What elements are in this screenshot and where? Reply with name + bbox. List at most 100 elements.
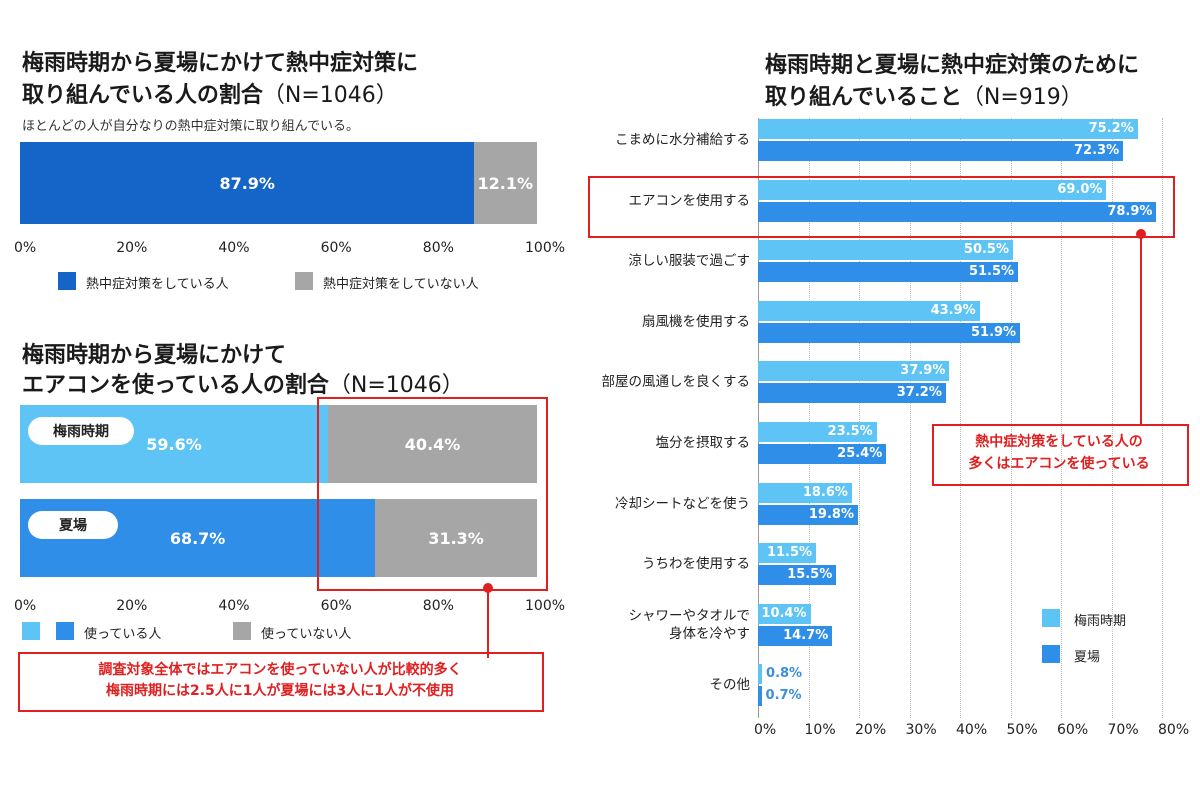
- chart3-legend-label-1: 夏場: [1074, 650, 1101, 665]
- chart3-gridline-4: [960, 118, 961, 718]
- chart3-tick-6: 60%: [1057, 722, 1089, 738]
- chart3-bar-8-rainy: [758, 603, 811, 624]
- chart3-bar-label-2-1: 51.5%: [968, 264, 1015, 280]
- chart3-zero-axis: [758, 118, 759, 718]
- chart2-row-label-0: 梅雨時期: [28, 417, 134, 445]
- chart3-bar-label-5-1: 25.4%: [837, 446, 883, 461]
- chart2-n-label: （N=1046）: [328, 373, 464, 398]
- chart3-bar-3-summer: [758, 322, 1021, 343]
- chart1-plot: 87.9% 12.1%: [20, 142, 537, 224]
- chart2-plot: 59.6% 40.4% 梅雨時期 68.7% 31.3% 夏場: [20, 405, 537, 581]
- chart3-category-5: 塩分を摂取する: [560, 434, 751, 452]
- chart1-title-line1: 梅雨時期から夏場にかけて熱中症対策に: [22, 51, 419, 76]
- chart1-tick-0: 0%: [14, 240, 37, 256]
- chart2-callout-line1: 調査対象全体ではエアコンを使っていない人が比較的多く: [98, 662, 462, 678]
- chart2-legend-swatch-dark: [56, 622, 74, 640]
- chart1-tick-4: 80%: [422, 240, 454, 256]
- chart3-bar-label-8-1: 14.7%: [783, 627, 829, 643]
- chart3-bar-label-3-1: 51.9%: [970, 324, 1017, 340]
- chart3-bar-5-rainy: [758, 422, 877, 442]
- chart3-category-1: エアコンを使用する: [560, 192, 751, 210]
- chart3-category-2: 涼しい服装で過ごす: [560, 252, 750, 270]
- chart3-bar-0-summer: [758, 141, 1124, 161]
- chart3-bar-4-summer: [758, 383, 946, 404]
- chart1-legend-swatch-0: [58, 272, 76, 290]
- chart3-category-3: 扇風機を使用する: [560, 313, 750, 331]
- chart3-tick-3: 30%: [905, 722, 937, 738]
- chart3-gridline-5: [1010, 118, 1012, 718]
- chart3-n-label: （N=919）: [961, 85, 1083, 110]
- chart3-bar-3-rainy: [758, 300, 980, 321]
- chart3-tick-1: 10%: [804, 722, 836, 738]
- chart2-title-line2-wrap: エアコンを使っている人の割合（N=1046）: [22, 372, 464, 400]
- chart3-bar-label-6-1: 19.8%: [808, 506, 854, 522]
- chart3-bar-9-rainy: [758, 664, 763, 685]
- chart3-category-0: こまめに水分補給する: [560, 131, 750, 149]
- chart3-category-9: その他: [560, 676, 751, 694]
- chart2-tick-4: 80%: [422, 598, 454, 614]
- chart3-bar-label-9-0: 0.8%: [766, 666, 803, 682]
- chart2-bar-1-seg-1: 31.3%: [375, 499, 537, 577]
- chart1-legend-swatch-1: [295, 272, 313, 290]
- chart1-tick-2: 40%: [218, 240, 250, 256]
- chart3-tick-5: 50%: [1006, 722, 1038, 738]
- chart3-bar-label-1-0: 69.0%: [1057, 181, 1103, 197]
- chart1-tick-1: 20%: [116, 240, 148, 256]
- chart3-bar-7-rainy: [758, 543, 817, 564]
- chart3-category-6: 冷却シートなどを使う: [560, 495, 750, 513]
- chart2-legend-swatch-gray: [233, 622, 251, 640]
- chart3-callout-line2: 多くはエアコンを使っている: [968, 456, 1150, 472]
- chart3-bar-1-summer: [758, 201, 1157, 222]
- chart3-category-3-line-0: 扇風機を使用する: [642, 313, 750, 330]
- chart3-bar-label-4-0: 37.9%: [900, 363, 946, 379]
- chart3-legend-swatch-0: [1042, 609, 1060, 627]
- chart3-callout-note-box: [932, 424, 1189, 486]
- chart3-bar-6-rainy: [758, 482, 852, 503]
- chart3-legend-swatch-1: [1042, 645, 1060, 663]
- chart3-legend-label-0: 梅雨時期: [1074, 614, 1127, 629]
- chart3-title-line2-wrap: 取り組んでいること（N=919）: [765, 84, 1083, 112]
- chart3-category-0-line-0: こまめに水分補給する: [615, 132, 750, 148]
- chart3-category-4-line-0: 部屋の風通しを良くする: [601, 374, 751, 391]
- chart3-bar-label-7-0: 11.5%: [766, 545, 813, 561]
- chart1-tick-5: 100%: [525, 240, 566, 256]
- chart3-bar-7-summer: [758, 565, 837, 586]
- chart1-legend-label-0: 熱中症対策をしている人: [86, 277, 229, 292]
- chart2-callout-line2: 梅雨時期には2.5人に1人が夏場には3人に1人が不使用: [105, 683, 455, 699]
- chart3-bar-label-7-1: 15.5%: [787, 567, 833, 583]
- chart3-category-7-line-0: うちわを使用する: [642, 556, 750, 573]
- chart3-gridline-8: [1162, 118, 1163, 718]
- chart3-tick-7: 70%: [1107, 722, 1139, 738]
- chart2-tick-3: 60%: [320, 598, 352, 614]
- chart3-gridline-1: [808, 118, 810, 718]
- chart2-title-line1: 梅雨時期から夏場にかけて: [22, 343, 287, 368]
- chart3-category-8-line-0: シャワーやタオルで: [628, 607, 751, 624]
- chart3-gridline-3: [909, 118, 911, 718]
- chart1-n-label: （N=1046）: [262, 83, 398, 108]
- chart2-tick-0: 0%: [14, 598, 37, 614]
- chart2-legend-label-1: 使っていない人: [261, 627, 352, 642]
- chart2-tick-1: 20%: [116, 598, 148, 614]
- chart3-bar-4-rainy: [758, 361, 950, 382]
- chart3-bar-8-summer: [758, 625, 833, 646]
- chart1-bar-seg-1: 12.1%: [474, 142, 537, 224]
- chart3-title-line1: 梅雨時期と夏場に熱中症対策のために: [765, 53, 1140, 78]
- chart3-category-8-line-1: 身体を冷やす: [669, 625, 750, 642]
- chart3-bar-1-rainy: [758, 179, 1107, 200]
- chart3-category-1-line-0: エアコンを使用する: [628, 192, 751, 209]
- chart3-category-5-line-0: 塩分を摂取する: [655, 435, 751, 451]
- chart3-bar-label-8-0: 10.4%: [761, 605, 807, 621]
- chart2-callout-box: [317, 397, 548, 591]
- chart3-title-line2: 取り組んでいること: [765, 85, 962, 110]
- chart3-bar-label-1-1: 78.9%: [1107, 203, 1153, 219]
- chart3-bar-0-rainy: [758, 119, 1138, 139]
- chart3-category-8: シャワーやタオルで 身体を冷やす: [560, 607, 751, 643]
- chart1-tick-3: 60%: [320, 240, 352, 256]
- chart1-subtitle: ほとんどの人が自分なりの熱中症対策に取り組んでいる。: [22, 119, 359, 134]
- chart3-bar-label-4-1: 37.2%: [896, 385, 942, 401]
- chart3-tick-2: 20%: [855, 722, 887, 738]
- chart3-callout-connector: [1136, 229, 1146, 424]
- chart3-category-6-line-0: 冷却シートなどを使う: [615, 495, 750, 512]
- chart3-bar-label-5-0: 23.5%: [827, 424, 873, 439]
- chart2-bar-0-seg-1: 40.4%: [328, 405, 537, 483]
